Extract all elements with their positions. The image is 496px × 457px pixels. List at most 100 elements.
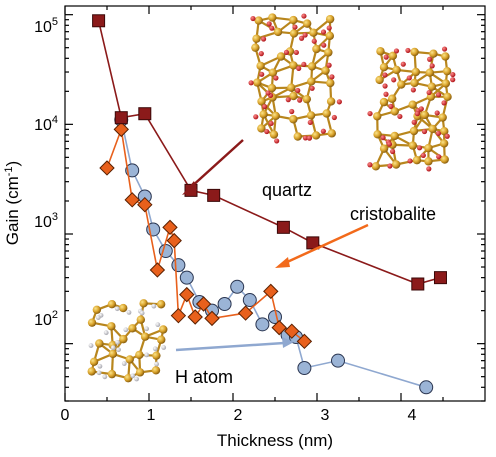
terminal-atom bbox=[406, 75, 412, 81]
si-atom bbox=[276, 52, 286, 61]
terminal-atom bbox=[296, 65, 302, 72]
si-atom bbox=[324, 48, 333, 57]
cristobalite-structure-illustration bbox=[367, 46, 456, 172]
data-point-square bbox=[114, 111, 128, 125]
si-atom bbox=[379, 144, 389, 153]
si-atom bbox=[302, 94, 312, 104]
data-point-diamond bbox=[170, 307, 187, 324]
terminal-atom bbox=[151, 303, 157, 309]
data-point-diamond bbox=[113, 121, 129, 138]
si-atom bbox=[326, 97, 336, 106]
si-atom bbox=[306, 111, 316, 120]
terminal-atom bbox=[253, 114, 259, 120]
terminal-atom bbox=[320, 29, 327, 35]
terminal-atom bbox=[298, 35, 305, 41]
si-atom bbox=[140, 332, 150, 341]
terminal-atom bbox=[88, 343, 94, 348]
series-square bbox=[92, 14, 447, 291]
si-atom bbox=[410, 47, 419, 57]
terminal-atom bbox=[258, 51, 264, 57]
terminal-atom bbox=[152, 346, 158, 352]
si-atom bbox=[139, 299, 148, 308]
si-atom bbox=[256, 61, 265, 71]
x-tick-label-3: 3 bbox=[321, 407, 330, 424]
terminal-atom bbox=[420, 152, 426, 159]
data-point-diamond bbox=[187, 309, 203, 325]
si-atom bbox=[156, 300, 166, 309]
terminal-atom bbox=[285, 97, 291, 103]
si-atom bbox=[397, 80, 406, 89]
si-atom bbox=[379, 62, 389, 72]
terminal-atom bbox=[115, 339, 120, 345]
si-atom bbox=[87, 318, 97, 327]
si-atom bbox=[151, 366, 161, 375]
si-atom bbox=[392, 65, 401, 75]
terminal-atom bbox=[435, 130, 442, 137]
si-atom bbox=[128, 324, 137, 333]
terminal-atom bbox=[155, 322, 161, 328]
data-point-circle bbox=[171, 258, 186, 273]
terminal-atom bbox=[418, 106, 424, 112]
si-atom bbox=[390, 107, 399, 116]
terminal-atom bbox=[114, 306, 120, 312]
si-atom bbox=[152, 351, 161, 360]
si-atom bbox=[307, 62, 317, 71]
terminal-atom bbox=[262, 104, 268, 110]
quartz-structure-illustration bbox=[248, 13, 342, 144]
si-atom bbox=[424, 157, 433, 166]
terminal-atom bbox=[410, 87, 416, 93]
si-atom bbox=[252, 34, 261, 43]
terminal-atom bbox=[387, 163, 393, 169]
si-atom bbox=[159, 325, 168, 334]
terminal-atom bbox=[309, 85, 315, 91]
si-atom bbox=[273, 27, 283, 37]
si-atom bbox=[411, 67, 421, 77]
terminal-atom bbox=[407, 158, 413, 164]
si-atom bbox=[269, 130, 279, 139]
si-atom bbox=[441, 79, 451, 88]
y-tick-label-1e3: 103 bbox=[34, 211, 58, 231]
si-atom bbox=[427, 82, 437, 91]
si-atom bbox=[253, 78, 262, 87]
x-tick-label-4: 4 bbox=[408, 407, 417, 424]
data-point-diamond bbox=[149, 262, 166, 278]
si-atom bbox=[438, 113, 447, 122]
terminal-atom bbox=[268, 120, 274, 127]
si-atom bbox=[376, 47, 385, 56]
si-atom bbox=[268, 13, 277, 22]
terminal-atom bbox=[264, 128, 270, 135]
terminal-atom bbox=[383, 91, 389, 97]
terminal-atom bbox=[96, 370, 102, 376]
si-atom bbox=[125, 355, 134, 364]
terminal-atom bbox=[273, 75, 279, 81]
ticks-layer bbox=[64, 6, 485, 402]
si-atom bbox=[119, 334, 128, 344]
terminal-atom bbox=[434, 110, 440, 116]
terminal-atom bbox=[414, 111, 420, 117]
si-atom bbox=[92, 305, 102, 314]
terminal-atom bbox=[329, 74, 335, 80]
terminal-atom bbox=[382, 72, 388, 78]
terminal-atom bbox=[250, 15, 256, 22]
terminal-atom bbox=[289, 108, 295, 115]
data-point-diamond bbox=[296, 333, 313, 350]
terminal-atom bbox=[311, 38, 317, 44]
si-atom bbox=[410, 78, 419, 88]
terminal-atom bbox=[444, 133, 450, 139]
si-atom bbox=[325, 14, 335, 24]
terminal-atom bbox=[265, 90, 271, 96]
terminal-atom bbox=[274, 138, 280, 144]
terminal-atom bbox=[301, 61, 307, 68]
si-atom bbox=[289, 29, 299, 38]
si-atom bbox=[107, 322, 116, 331]
si-atom bbox=[289, 61, 298, 70]
terminal-atom bbox=[139, 310, 145, 316]
si-atom bbox=[302, 19, 312, 28]
si-atom bbox=[108, 349, 118, 359]
terminal-atom bbox=[297, 97, 303, 103]
terminal-atom bbox=[397, 113, 403, 120]
annotation-h-atom: H atom bbox=[175, 367, 233, 387]
si-atom bbox=[440, 127, 449, 136]
si-atom bbox=[254, 16, 263, 25]
